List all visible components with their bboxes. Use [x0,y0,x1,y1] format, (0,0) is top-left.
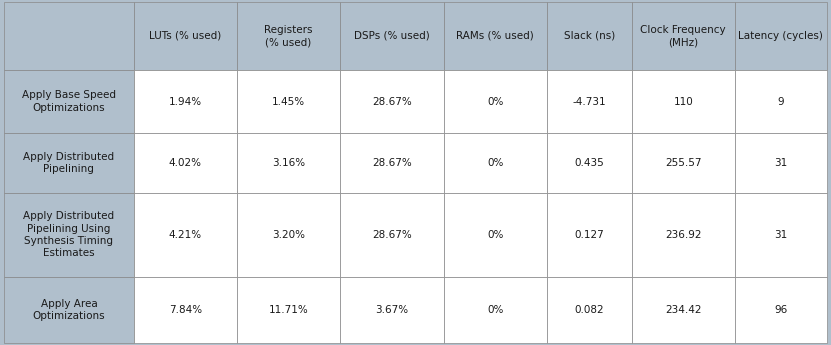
Text: 236.92: 236.92 [665,230,701,240]
Bar [340,193,444,277]
Text: 0%: 0% [487,305,504,315]
Text: 0.435: 0.435 [574,158,604,168]
Text: 7.84%: 7.84% [169,305,202,315]
Text: Latency (cycles): Latency (cycles) [739,31,824,41]
Bar [134,193,237,277]
Bar [632,193,735,277]
Bar [547,193,632,277]
Bar [134,277,237,343]
Bar [735,193,827,277]
Text: Apply Distributed
Pipelining: Apply Distributed Pipelining [23,152,115,174]
Text: 110: 110 [673,97,693,107]
Bar [632,2,735,70]
Bar [340,133,444,193]
Bar [4,277,134,343]
Bar [444,2,547,70]
Text: 1.45%: 1.45% [272,97,305,107]
Text: 31: 31 [774,230,788,240]
Bar [735,2,827,70]
Text: Apply Area
Optimizations: Apply Area Optimizations [32,299,106,321]
Bar [444,277,547,343]
Text: LUTs (% used): LUTs (% used) [150,31,221,41]
Bar [735,277,827,343]
Bar [134,2,237,70]
Text: 3.20%: 3.20% [272,230,305,240]
Bar [237,2,340,70]
Bar [134,70,237,133]
Bar [632,277,735,343]
Text: 3.67%: 3.67% [376,305,408,315]
Bar [444,193,547,277]
Text: 0%: 0% [487,230,504,240]
Text: 0%: 0% [487,97,504,107]
Bar [444,133,547,193]
Text: DSPs (% used): DSPs (% used) [354,31,430,41]
Bar [237,133,340,193]
Bar [547,2,632,70]
Bar [4,2,134,70]
Text: 255.57: 255.57 [665,158,701,168]
Bar [632,133,735,193]
Bar [4,133,134,193]
Text: 9: 9 [778,97,784,107]
Text: 28.67%: 28.67% [372,97,411,107]
Text: Clock Frequency
(MHz): Clock Frequency (MHz) [641,25,726,47]
Bar [735,70,827,133]
Bar [547,133,632,193]
Text: RAMs (% used): RAMs (% used) [456,31,534,41]
Text: 3.16%: 3.16% [272,158,305,168]
Bar [547,277,632,343]
Bar [237,70,340,133]
Text: 28.67%: 28.67% [372,230,411,240]
Bar [735,133,827,193]
Bar [4,193,134,277]
Text: 4.21%: 4.21% [169,230,202,240]
Text: Slack (ns): Slack (ns) [563,31,615,41]
Text: 1.94%: 1.94% [169,97,202,107]
Text: -4.731: -4.731 [573,97,606,107]
Bar [237,193,340,277]
Text: Apply Distributed
Pipelining Using
Synthesis Timing
Estimates: Apply Distributed Pipelining Using Synth… [23,211,115,258]
Text: 4.02%: 4.02% [169,158,202,168]
Bar [237,277,340,343]
Bar [547,70,632,133]
Bar [134,133,237,193]
Bar [632,70,735,133]
Text: 0.082: 0.082 [574,305,604,315]
Text: 28.67%: 28.67% [372,158,411,168]
Text: 234.42: 234.42 [665,305,701,315]
Bar [340,2,444,70]
Bar [444,70,547,133]
Text: 0.127: 0.127 [574,230,604,240]
Text: 0%: 0% [487,158,504,168]
Text: Registers
(% used): Registers (% used) [264,25,312,47]
Text: 96: 96 [774,305,788,315]
Text: 31: 31 [774,158,788,168]
Bar [340,277,444,343]
Text: 11.71%: 11.71% [268,305,308,315]
Text: Apply Base Speed
Optimizations: Apply Base Speed Optimizations [22,90,116,113]
Bar [4,70,134,133]
Bar [340,70,444,133]
